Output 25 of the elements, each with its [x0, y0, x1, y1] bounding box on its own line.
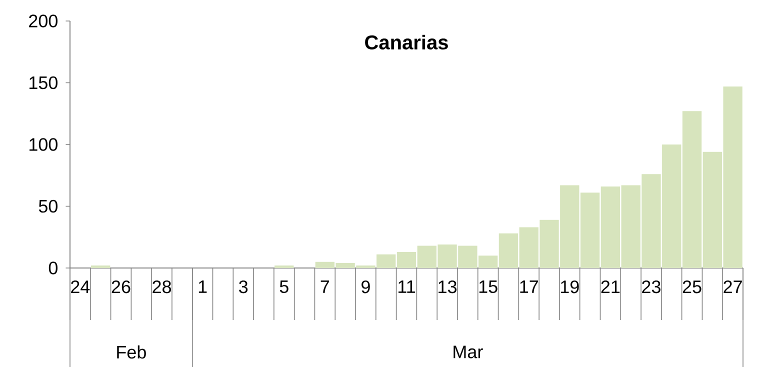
x-tick-label: 25: [682, 280, 702, 294]
x-tick-label: 1: [198, 280, 207, 293]
x-tick-label: 15: [479, 280, 498, 294]
text: Mar: [454, 346, 483, 358]
y-tick-label: 150: [30, 76, 58, 90]
x-tick-label: 13: [438, 280, 457, 294]
y-tick-label: 100: [30, 138, 58, 151]
text: Canarias: [365, 34, 448, 50]
x-tick-label: 11: [398, 280, 415, 293]
x-tick-label: 28: [152, 280, 172, 294]
x-tick-label: 23: [642, 280, 660, 294]
text: Feb: [117, 345, 146, 359]
x-tick-label: 26: [112, 280, 130, 294]
x-tick-label: 3: [239, 280, 248, 294]
x-tick-label: 17: [520, 280, 538, 293]
x-tick-label: 27: [724, 280, 742, 294]
y-tick-label: 0: [48, 262, 58, 274]
x-tick-label: 21: [601, 280, 620, 294]
x-tick-label: 24: [71, 280, 90, 294]
x-tick-label: 5: [280, 280, 288, 294]
x-tick-label: 19: [561, 280, 579, 294]
y-tick-label: 50: [38, 200, 58, 213]
x-tick-label: 7: [320, 280, 330, 293]
x-tick-label: 9: [362, 280, 370, 294]
y-tick-label: 200: [29, 14, 58, 28]
